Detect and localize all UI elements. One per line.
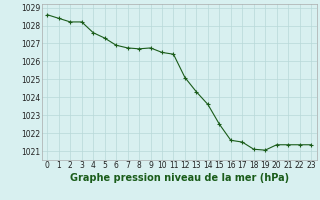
X-axis label: Graphe pression niveau de la mer (hPa): Graphe pression niveau de la mer (hPa) (70, 173, 289, 183)
